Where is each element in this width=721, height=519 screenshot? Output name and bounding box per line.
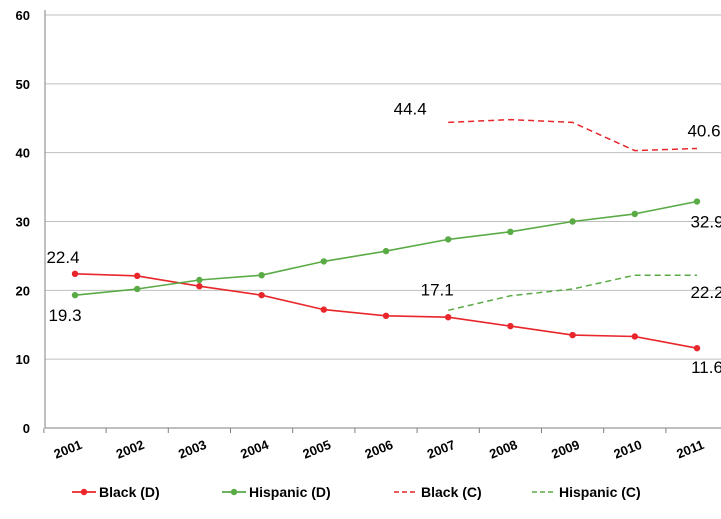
legend-item: Black (C) [394, 484, 482, 500]
data-point [320, 258, 327, 265]
y-tick-label: 10 [16, 352, 30, 367]
y-tick-label: 30 [16, 215, 30, 230]
data-point [631, 333, 638, 340]
legend-marker [80, 488, 88, 496]
series-line-black-c [448, 118, 698, 152]
y-tick-label: 50 [16, 77, 30, 92]
data-point [196, 276, 203, 284]
data-point [320, 306, 327, 313]
data-point [507, 228, 514, 236]
legend-item: Hispanic (D) [222, 484, 331, 500]
legend-label: Black (D) [99, 484, 160, 500]
data-label: 19.3 [48, 306, 81, 325]
data-point [71, 270, 79, 278]
x-tick-label: 2004 [238, 437, 271, 462]
x-tick-label: 2007 [425, 437, 457, 462]
x-tick-label: 2001 [52, 437, 84, 462]
legend-item: Black (D) [72, 484, 160, 500]
y-tick-label: 0 [23, 421, 30, 436]
data-label: 22.4 [46, 248, 79, 267]
data-point [445, 236, 452, 243]
data-point [445, 313, 452, 321]
y-tick-label: 40 [16, 146, 30, 161]
legend-marker [230, 488, 238, 496]
gridlines [45, 14, 721, 360]
data-labels: 22.4 11.6 19.3 32.9 44.4 40.6 17.1 22.2 [46, 99, 721, 377]
legend-label: Black (C) [421, 484, 482, 500]
data-point [258, 291, 265, 299]
legend-item: Hispanic (C) [532, 484, 641, 500]
x-tick-label: 2010 [611, 437, 643, 462]
series-lines [71, 118, 701, 352]
x-tick-label: 2009 [549, 437, 581, 462]
data-label: 11.6 [691, 358, 721, 377]
x-tick-label: 2003 [176, 437, 208, 462]
axes: 0 10 20 30 40 50 60 2001 2002 2003 2004 2005 2006 200… [16, 8, 721, 462]
data-point [569, 331, 576, 339]
series-line-hispanic-c [448, 274, 697, 312]
data-label: 22.2 [690, 283, 721, 302]
data-label: 32.9 [690, 213, 721, 232]
x-tick-label: 2005 [300, 437, 332, 462]
data-point [196, 283, 203, 290]
y-tick-label: 20 [16, 283, 30, 298]
data-point [382, 312, 390, 320]
data-label: 40.6 [687, 122, 720, 141]
legend-label: Hispanic (D) [249, 484, 331, 500]
data-point [693, 198, 701, 205]
y-tick-label: 60 [16, 8, 30, 23]
data-point [569, 218, 576, 225]
legend: Black (D) Hispanic (D) Black (C) Hispanic (… [72, 484, 641, 500]
data-point [631, 210, 638, 218]
x-tick-label: 2011 [674, 437, 706, 461]
data-point [134, 272, 141, 280]
x-tick-label: 2002 [114, 437, 146, 462]
data-point [71, 291, 79, 299]
data-point [134, 285, 141, 293]
data-point [693, 344, 701, 352]
data-point [258, 271, 265, 279]
data-point [382, 247, 390, 255]
legend-label: Hispanic (C) [559, 484, 641, 500]
x-tick-label: 2008 [487, 437, 519, 462]
data-label: 17.1 [421, 280, 454, 299]
data-label: 44.4 [394, 99, 427, 118]
x-tick-label: 2006 [363, 437, 395, 462]
data-point [507, 322, 514, 330]
